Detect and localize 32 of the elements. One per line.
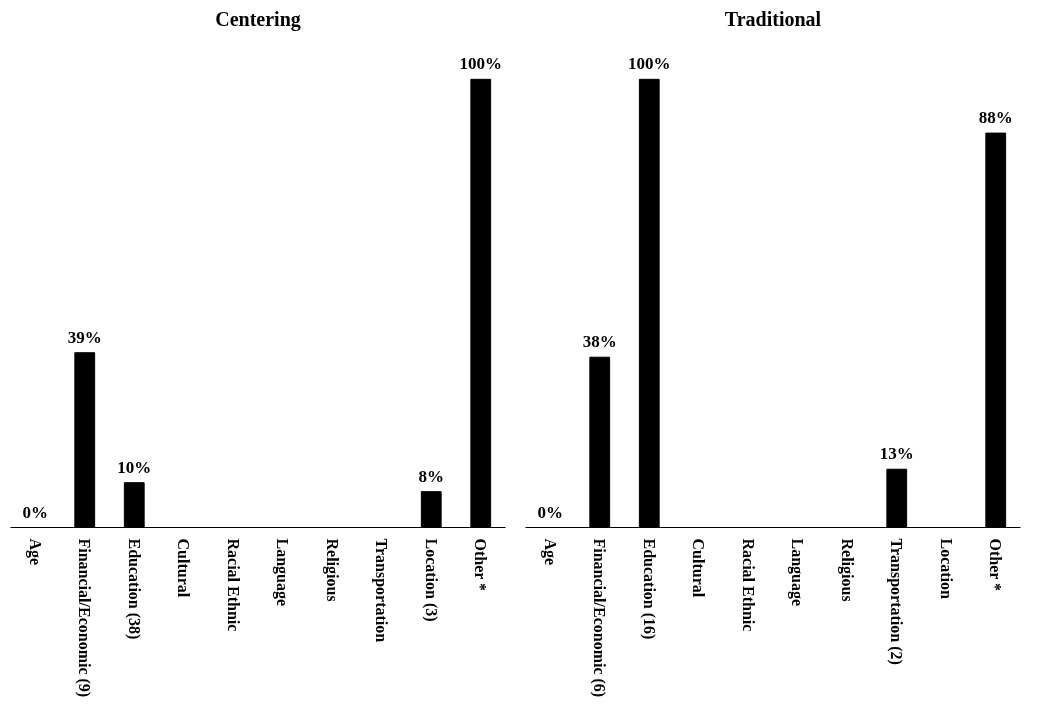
x-tick-label: Education (38) <box>124 538 143 640</box>
x-tick-label: Age <box>540 538 559 566</box>
data-label: 13% <box>879 444 914 464</box>
x-tick-label: Cultural <box>175 538 193 598</box>
data-label: 8% <box>418 466 444 486</box>
data-label: 88% <box>978 108 1013 128</box>
x-tick-label: Cultural <box>690 538 708 598</box>
x-tick-label: Language <box>788 538 807 607</box>
x-tick-label: Religious <box>322 538 341 602</box>
data-label: 10% <box>117 457 152 477</box>
x-tick-label: Financial/Economic (9) <box>75 538 94 698</box>
x-tick-label: Location <box>937 538 955 600</box>
x-tick-label: Transportation (2) <box>887 538 906 665</box>
x-tick-label: Financial/Economic (6) <box>590 538 609 698</box>
x-tick-label: Religious <box>837 538 856 602</box>
x-tick-label: Racial Ethnic <box>739 538 757 632</box>
x-tick-label: Age <box>25 538 44 566</box>
chart-title: Centering <box>215 7 301 31</box>
x-tick-label: Education (16) <box>639 538 658 640</box>
data-label: 38% <box>582 332 617 352</box>
x-tick-label: Language <box>273 538 292 607</box>
data-label: 100% <box>459 54 502 74</box>
x-tick-label: Racial Ethnic <box>224 538 242 632</box>
x-tick-label: Other * <box>472 538 490 592</box>
x-tick-label: Other * <box>987 538 1005 592</box>
data-label: 0% <box>22 502 48 522</box>
data-label: 39% <box>67 327 102 347</box>
data-label: 0% <box>537 502 563 522</box>
chart-title: Traditional <box>724 7 822 30</box>
x-tick-label: Transportation <box>372 538 391 643</box>
data-label: 100% <box>628 54 671 74</box>
x-tick-label: Location (3) <box>421 538 440 622</box>
